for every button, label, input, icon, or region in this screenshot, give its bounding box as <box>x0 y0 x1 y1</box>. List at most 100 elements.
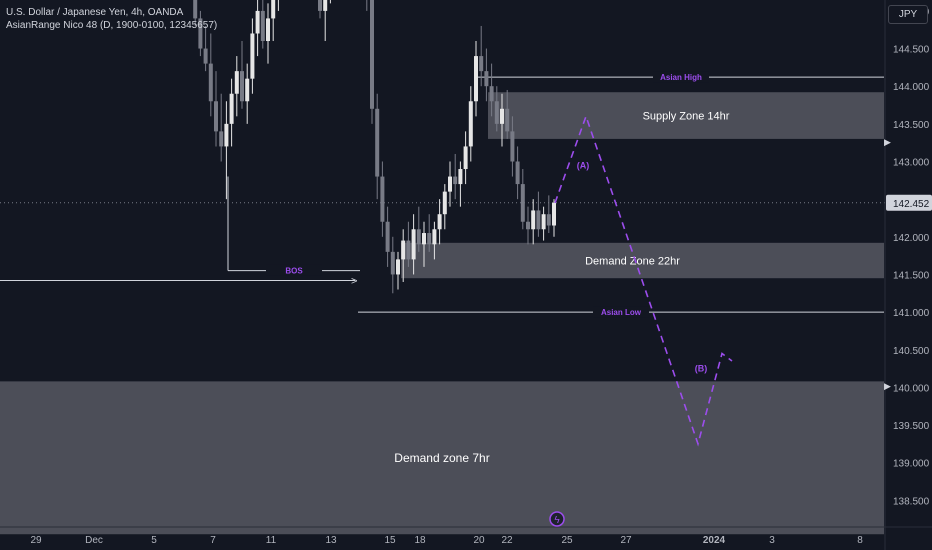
time-tick: 25 <box>561 535 573 546</box>
time-tick: Dec <box>85 535 103 546</box>
price-tick: 138.500 <box>893 496 930 507</box>
candle-body <box>463 146 468 170</box>
price-tick: 140.500 <box>893 346 930 357</box>
candle-body <box>245 78 250 102</box>
candle-body <box>219 131 224 147</box>
zone-rect <box>401 242 884 279</box>
flash-icon[interactable]: ϟ <box>549 511 565 527</box>
price-tick: 139.500 <box>893 421 930 432</box>
candle-body <box>422 233 426 245</box>
candle-body <box>526 221 530 230</box>
candle-body <box>255 10 260 34</box>
candle-body <box>260 10 265 42</box>
projection-path <box>554 113 733 447</box>
price-tick: 141.500 <box>893 270 930 281</box>
candle-body <box>271 0 276 19</box>
candle-body <box>234 71 239 94</box>
last-price-badge <box>886 194 932 211</box>
candle-body <box>416 229 421 245</box>
candle-body <box>406 240 411 260</box>
candle-body <box>396 259 400 275</box>
price-tick: 141.000 <box>893 308 930 319</box>
candle-body <box>474 56 478 102</box>
candle-body <box>536 210 541 230</box>
candle-body <box>370 0 374 109</box>
projection-layer: (A) (B) <box>554 113 733 447</box>
candle-body <box>385 221 390 252</box>
candle-body <box>531 210 536 230</box>
candle-body <box>494 101 499 124</box>
flash-icon-circle <box>549 511 565 527</box>
level-label: Asian Low <box>601 308 642 317</box>
candle-body <box>380 176 385 222</box>
candle-body <box>500 108 504 124</box>
candle-body <box>427 233 432 245</box>
candle-body <box>240 71 244 102</box>
candle-body <box>458 169 463 185</box>
candle-body <box>229 93 234 124</box>
candle-body <box>552 202 556 226</box>
candle-body <box>208 63 213 102</box>
zone-label: Supply Zone 14hr <box>643 111 730 123</box>
time-tick: 5 <box>151 535 157 546</box>
candle-body <box>224 123 229 147</box>
candle-body <box>489 86 494 102</box>
time-tick: 8 <box>857 535 863 546</box>
time-tick: 27 <box>620 535 632 546</box>
projection-label-b: (B) <box>695 364 708 374</box>
candle-body <box>468 101 473 147</box>
time-tick: 11 <box>266 535 277 546</box>
candle-body <box>437 214 442 230</box>
candle-body <box>432 229 437 245</box>
price-tick: 144.000 <box>893 82 930 93</box>
price-tick: 144.500 <box>893 45 930 56</box>
candles-layer <box>193 0 556 294</box>
candle-body <box>505 108 510 132</box>
indicator-title: AsianRange Nico 48 (D, 1900-0100, 123456… <box>6 20 218 31</box>
level-label-bg <box>593 306 649 318</box>
time-tick: 13 <box>325 535 337 546</box>
candle-body <box>546 214 551 226</box>
candle-body <box>411 229 416 260</box>
symbol-title: U.S. Dollar / Japanese Yen, 4h, OANDA <box>6 7 184 18</box>
candle-body <box>323 0 328 11</box>
candle-body <box>442 191 447 215</box>
candle-body <box>390 251 395 275</box>
time-tick: 2024 <box>703 535 726 546</box>
time-axis[interactable]: 29 Dec 5 7 11 13 15 18 20 22 25 27 2024 3 8 <box>30 535 863 546</box>
zone-marker-icon: ▶ <box>884 381 891 391</box>
level-label: BOS <box>285 267 303 276</box>
candle-body <box>198 18 203 49</box>
zone-label: Demand Zone 22hr <box>585 256 680 268</box>
last-price-label: 142.452 <box>893 199 930 210</box>
time-tick: 29 <box>30 535 42 546</box>
candle-body <box>266 18 270 42</box>
level-label-bg <box>653 71 709 83</box>
projection-label-a: (A) <box>577 160 590 170</box>
price-tick: 139.000 <box>893 459 930 470</box>
candle-body <box>401 240 406 260</box>
candle-body <box>479 56 484 72</box>
candle-body <box>203 48 208 64</box>
time-tick: 3 <box>769 535 775 546</box>
candle-body <box>453 176 458 185</box>
time-tick: 20 <box>473 535 485 546</box>
candle-body <box>250 33 255 79</box>
candle-body <box>375 108 380 177</box>
candle-body <box>214 101 218 132</box>
time-tick: 18 <box>414 535 426 546</box>
candle-body <box>484 71 489 87</box>
candle-body <box>510 131 515 162</box>
zone-rect <box>0 381 884 535</box>
currency-button[interactable]: JPY <box>888 5 928 24</box>
level-label-bg <box>266 264 322 276</box>
candle-body <box>318 0 322 11</box>
candle-body <box>541 214 546 230</box>
time-tick: 22 <box>501 535 513 546</box>
price-tick: 143.500 <box>893 120 930 131</box>
price-tick: 140.000 <box>893 383 930 394</box>
zone-label: Demand zone 7hr <box>394 451 489 465</box>
flash-icon-glyph: ϟ <box>554 515 560 526</box>
